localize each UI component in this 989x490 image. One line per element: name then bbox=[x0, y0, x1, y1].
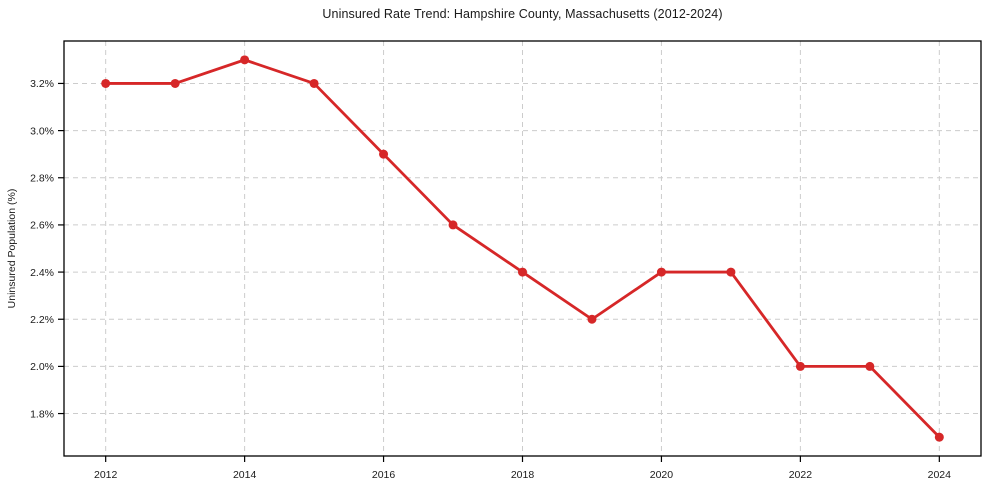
data-point bbox=[309, 78, 319, 88]
x-tick-label: 2020 bbox=[650, 469, 674, 481]
data-point bbox=[587, 314, 597, 324]
data-points bbox=[101, 55, 944, 442]
grid bbox=[64, 41, 981, 456]
data-point bbox=[934, 432, 944, 442]
data-point bbox=[656, 267, 666, 277]
x-tick-label: 2024 bbox=[928, 469, 952, 481]
y-tick-label: 2.4% bbox=[30, 267, 54, 279]
y-tick-label: 1.8% bbox=[30, 408, 54, 420]
x-tick-label: 2022 bbox=[789, 469, 813, 481]
x-tick-label: 2016 bbox=[372, 469, 396, 481]
y-axis-label: Uninsured Population (%) bbox=[6, 189, 18, 309]
data-point bbox=[865, 361, 875, 371]
data-point bbox=[518, 267, 527, 277]
data-point bbox=[379, 149, 389, 159]
x-tick-label: 2014 bbox=[233, 469, 257, 481]
chart-title: Uninsured Rate Trend: Hampshire County, … bbox=[322, 7, 723, 21]
y-tick-label: 3.2% bbox=[30, 78, 54, 90]
axis-ticks bbox=[58, 82, 940, 462]
y-tick-label: 2.2% bbox=[30, 314, 54, 326]
y-tick-label: 2.0% bbox=[30, 361, 54, 373]
data-point bbox=[240, 55, 250, 65]
data-point bbox=[170, 78, 180, 88]
data-point bbox=[726, 267, 736, 277]
x-tick-label: 2012 bbox=[94, 469, 118, 481]
y-tick-label: 3.0% bbox=[30, 125, 54, 137]
x-tick-label: 2018 bbox=[511, 469, 535, 481]
data-point bbox=[795, 361, 805, 371]
y-tick-label: 2.8% bbox=[30, 173, 54, 185]
data-point bbox=[101, 78, 111, 88]
data-point bbox=[448, 220, 458, 230]
y-tick-label: 2.6% bbox=[30, 220, 54, 232]
plot-border bbox=[63, 40, 982, 457]
